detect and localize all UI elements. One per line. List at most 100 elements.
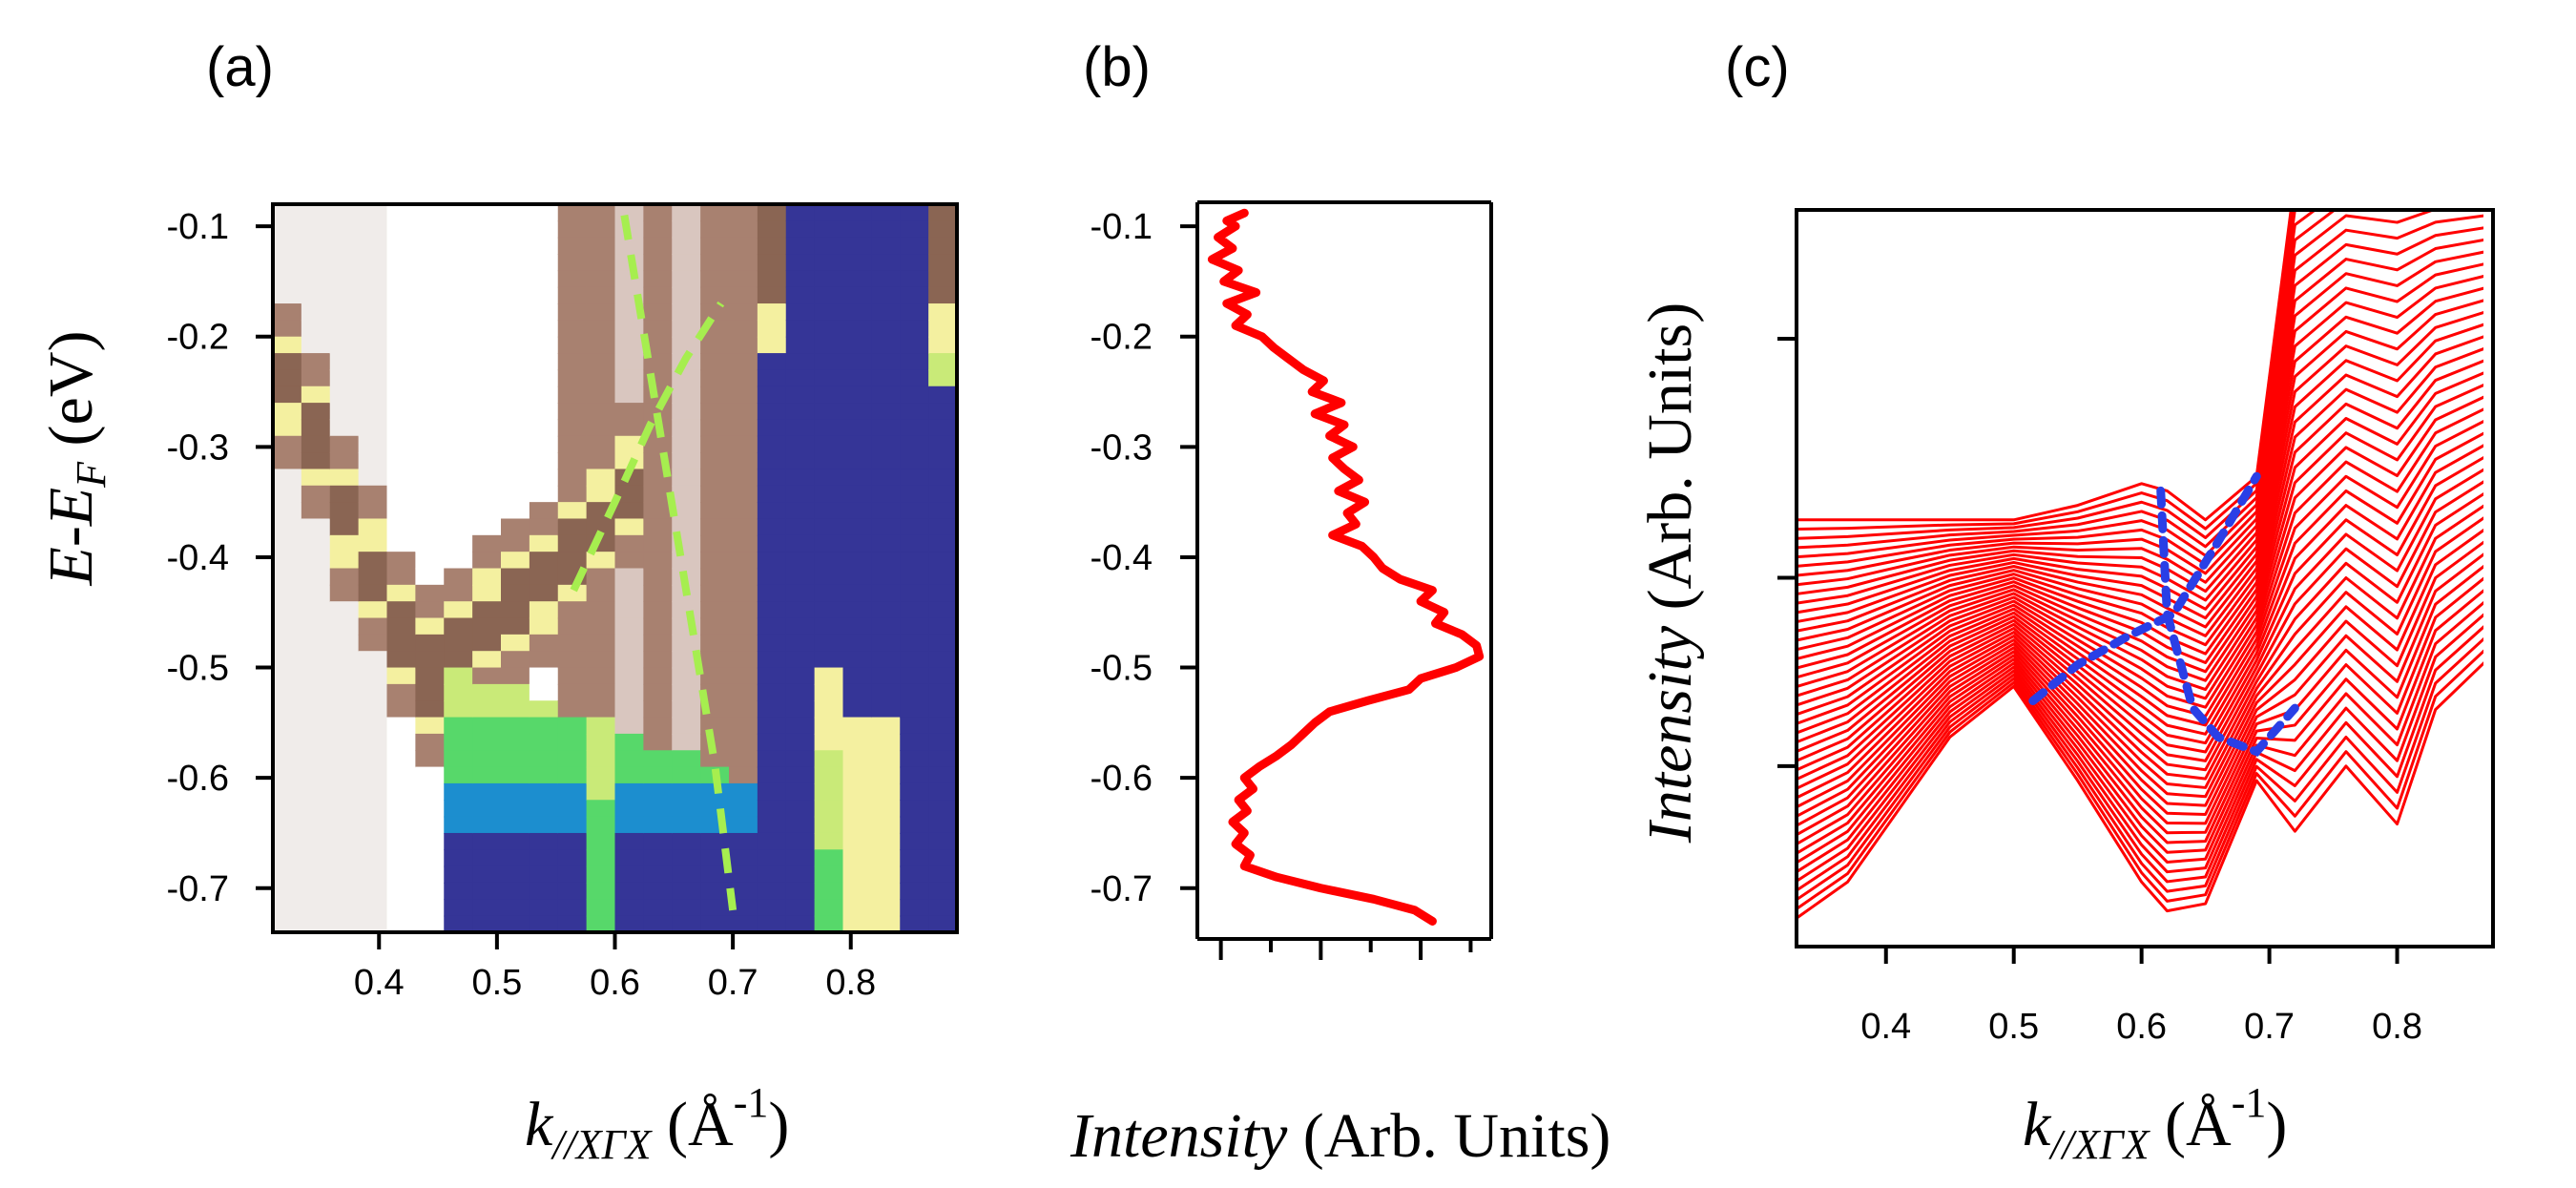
heatmap-cell <box>386 469 417 487</box>
heatmap-cell <box>444 485 473 503</box>
heatmap-cell <box>586 766 616 784</box>
xlabel-c: k//XΓX (Å-1) <box>2023 1079 2287 1168</box>
heatmap-cell <box>472 336 502 354</box>
heatmap-cell <box>643 915 674 932</box>
heatmap-cell <box>329 667 360 685</box>
heatmap-cell <box>757 452 787 470</box>
heatmap-cell <box>757 915 787 932</box>
heatmap-cell <box>472 667 502 685</box>
heatmap-cell <box>757 353 787 371</box>
heatmap-cell <box>415 502 446 520</box>
mdc-curve <box>1796 419 2483 735</box>
heatmap-cell <box>785 617 816 636</box>
heatmap-cell <box>444 750 473 768</box>
heatmap-cell <box>900 435 929 453</box>
heatmap-cell <box>358 651 388 669</box>
heatmap-cell <box>586 568 616 586</box>
heatmap-cell <box>842 651 873 669</box>
heatmap-cell <box>928 915 957 932</box>
heatmap-cell <box>757 518 787 536</box>
heatmap-cell <box>329 534 360 552</box>
heatmap-cell <box>643 899 674 917</box>
heatmap-cell <box>529 320 559 338</box>
heatmap-cell <box>785 601 816 619</box>
heatmap-cell <box>814 469 844 487</box>
heatmap-cell <box>842 584 873 602</box>
dashed-guide-a-0 <box>620 214 737 911</box>
heatmap-cell <box>472 584 502 602</box>
heatmap-cell <box>814 667 844 685</box>
heatmap-cell <box>529 667 559 685</box>
heatmap-cell <box>586 601 616 619</box>
heatmap-cell <box>415 452 446 470</box>
heatmap-cell <box>472 750 502 768</box>
heatmap-cell <box>358 303 388 322</box>
heatmap-cell <box>501 386 530 404</box>
heatmap-cell <box>557 220 588 239</box>
heatmap-cell <box>814 816 844 834</box>
heatmap-cell <box>928 386 957 404</box>
heatmap-cell <box>814 353 844 371</box>
heatmap-cell <box>329 386 360 404</box>
heatmap-cell <box>842 717 873 735</box>
heatmap-cell <box>928 270 957 288</box>
heatmap-cell <box>871 601 902 619</box>
mdc-curve <box>1796 347 2483 679</box>
heatmap-cell <box>386 782 417 802</box>
heatmap-cell <box>700 865 730 884</box>
heatmap-cell <box>329 601 360 619</box>
heatmap-cell <box>329 617 360 636</box>
heatmap-cell <box>444 452 473 470</box>
ytick-label-a: -0.2 <box>167 318 229 358</box>
heatmap-cell <box>444 552 473 570</box>
heatmap-cell <box>643 237 674 255</box>
heatmap-cell <box>643 617 674 636</box>
heatmap-cell <box>900 584 929 602</box>
heatmap-cell <box>814 386 844 404</box>
heatmap-cell <box>301 882 331 901</box>
heatmap-cell <box>757 419 787 437</box>
heatmap-cell <box>529 469 559 487</box>
heatmap-cell <box>842 403 873 421</box>
heatmap-cell <box>842 353 873 371</box>
heatmap-cell <box>643 534 674 552</box>
heatmap-cell <box>301 816 331 834</box>
heatmap-cell <box>928 816 957 834</box>
heatmap-cell <box>557 502 588 520</box>
heatmap-cell <box>472 617 502 636</box>
heatmap-cell <box>757 782 787 802</box>
heatmap-cell <box>672 899 701 917</box>
heatmap-cell <box>586 717 616 735</box>
heatmap-cell <box>814 766 844 784</box>
heatmap-cell <box>842 435 873 453</box>
heatmap-cell <box>329 237 360 255</box>
heatmap-cell <box>785 915 816 932</box>
heatmap-cell <box>785 452 816 470</box>
heatmap-cell <box>415 386 446 404</box>
heatmap-cell <box>444 849 473 867</box>
heatmap-cell <box>700 452 730 470</box>
heatmap-cell <box>871 816 902 834</box>
mdc-curve <box>1796 323 2483 660</box>
heatmap-cell <box>729 469 758 487</box>
heatmap-cell <box>814 800 844 818</box>
heatmap-cell <box>501 353 530 371</box>
heatmap-cell <box>472 419 502 437</box>
heatmap-cell <box>329 369 360 387</box>
heatmap-cell <box>842 518 873 536</box>
heatmap-cell <box>586 353 616 371</box>
heatmap-cell <box>700 899 730 917</box>
heatmap-cell <box>729 899 758 917</box>
heatmap-cell <box>842 237 873 255</box>
heatmap-cell <box>814 717 844 735</box>
heatmap-cell <box>301 485 331 503</box>
heatmap-cell <box>529 617 559 636</box>
heatmap-cell <box>415 651 446 669</box>
heatmap-cell <box>273 782 302 802</box>
heatmap-cell <box>529 534 559 552</box>
heatmap-cell <box>501 865 530 884</box>
heatmap-cell <box>529 552 559 570</box>
heatmap-cell <box>729 634 758 653</box>
heatmap-cell <box>586 882 616 901</box>
heatmap-cell <box>273 336 302 354</box>
